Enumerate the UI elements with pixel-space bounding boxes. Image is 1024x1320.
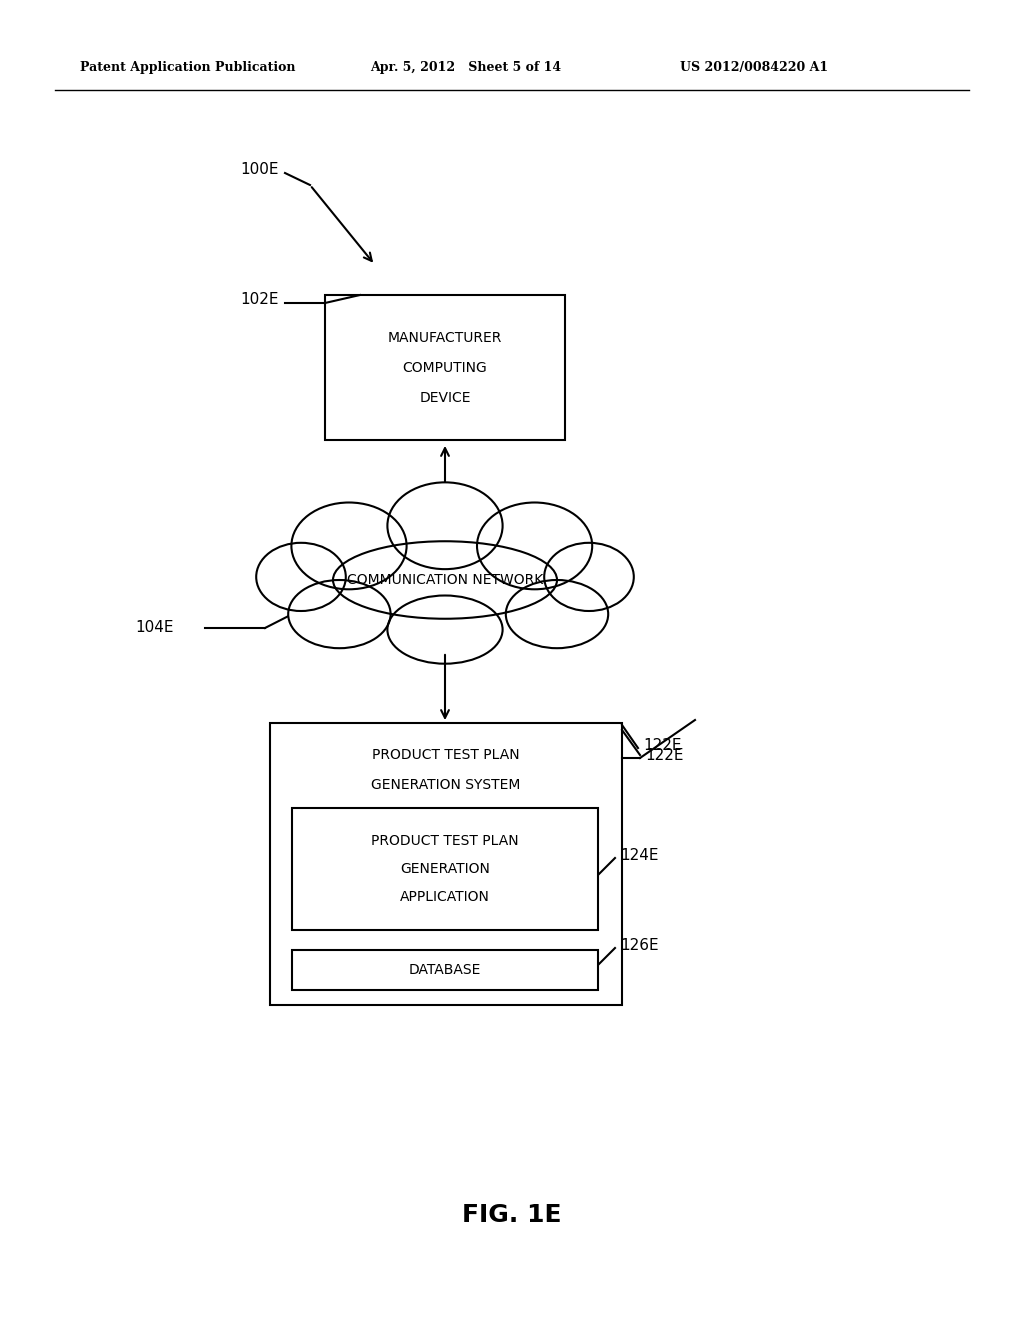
Text: 104E: 104E	[135, 620, 173, 635]
Text: GENERATION SYSTEM: GENERATION SYSTEM	[372, 777, 520, 792]
Bar	[325, 294, 565, 440]
Text: GENERATION: GENERATION	[400, 862, 489, 876]
Text: COMMUNICATION NETWORK: COMMUNICATION NETWORK	[347, 573, 543, 587]
Text: FIG. 1E: FIG. 1E	[462, 1203, 562, 1228]
Text: Apr. 5, 2012   Sheet 5 of 14: Apr. 5, 2012 Sheet 5 of 14	[370, 62, 561, 74]
Bar	[292, 950, 598, 990]
Ellipse shape	[477, 503, 592, 589]
Ellipse shape	[544, 543, 634, 611]
Text: PRODUCT TEST PLAN: PRODUCT TEST PLAN	[372, 748, 520, 762]
Text: PRODUCT TEST PLAN: PRODUCT TEST PLAN	[371, 834, 519, 847]
Text: MANUFACTURER: MANUFACTURER	[388, 330, 502, 345]
Text: DEVICE: DEVICE	[419, 391, 471, 404]
Text: Patent Application Publication: Patent Application Publication	[80, 62, 296, 74]
Ellipse shape	[506, 579, 608, 648]
Bar	[292, 808, 598, 931]
Text: COMPUTING: COMPUTING	[402, 360, 487, 375]
Ellipse shape	[333, 541, 557, 619]
Ellipse shape	[256, 543, 346, 611]
Ellipse shape	[387, 595, 503, 664]
Ellipse shape	[288, 579, 390, 648]
Text: DATABASE: DATABASE	[409, 964, 481, 977]
Text: 122E: 122E	[645, 747, 683, 763]
Text: 102E: 102E	[240, 293, 279, 308]
Text: 124E: 124E	[620, 847, 658, 862]
Text: APPLICATION: APPLICATION	[400, 890, 489, 904]
Bar	[270, 723, 622, 1005]
Ellipse shape	[387, 482, 503, 569]
Text: 122E: 122E	[643, 738, 682, 752]
Text: 100E: 100E	[240, 162, 279, 177]
Text: 126E: 126E	[620, 937, 658, 953]
Ellipse shape	[292, 503, 407, 589]
Text: US 2012/0084220 A1: US 2012/0084220 A1	[680, 62, 828, 74]
